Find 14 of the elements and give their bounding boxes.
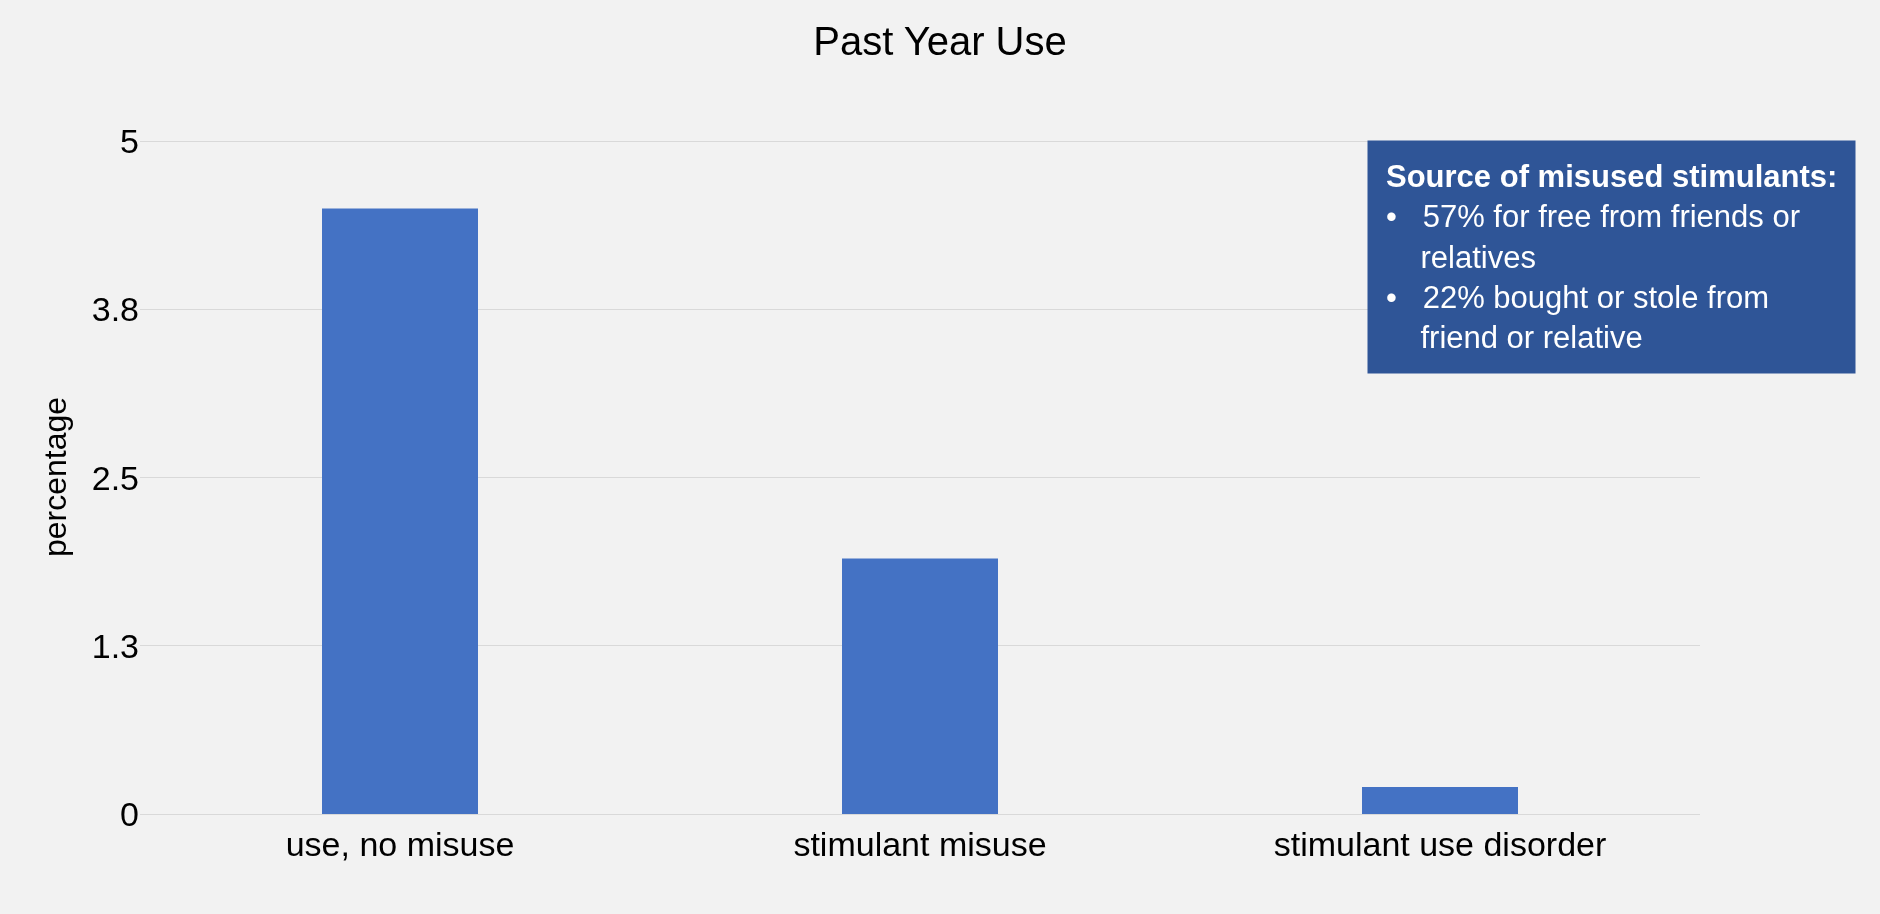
- y-tick-label: 0: [120, 794, 139, 833]
- x-tick-label: stimulant use disorder: [1273, 824, 1607, 863]
- y-tick-label: 3.8: [91, 290, 139, 329]
- chart-title: Past Year Use: [813, 19, 1067, 64]
- annotation: Source of misused stimulants: • 57% for free from friends or relatives • 22% bought or stole from friend or relative: [1386, 159, 1838, 356]
- bar: [322, 208, 478, 814]
- y-tick-label: 2.5: [91, 458, 139, 497]
- bar: [842, 558, 998, 814]
- y-axis-title: percentage: [37, 396, 73, 558]
- x-tick-label: use, no misuse: [285, 824, 515, 863]
- y-tick-label: 5: [120, 122, 139, 161]
- x-tick-label: stimulant misuse: [793, 824, 1047, 863]
- bar: [1362, 787, 1518, 814]
- y-tick-label: 1.3: [91, 626, 139, 665]
